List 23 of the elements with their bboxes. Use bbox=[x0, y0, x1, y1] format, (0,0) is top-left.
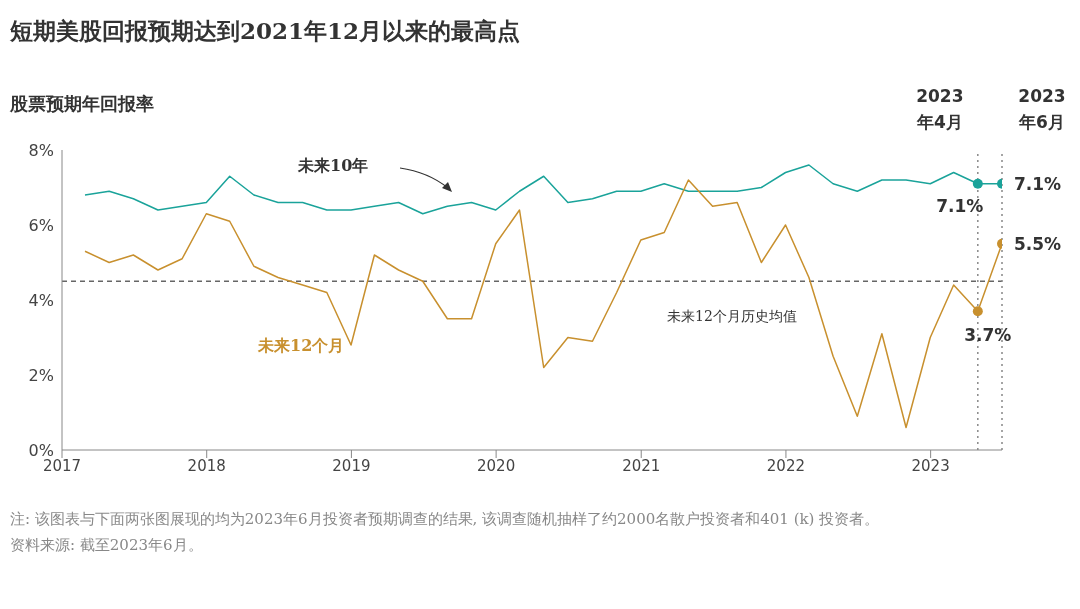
x-tick-label: 2018 bbox=[187, 456, 226, 475]
text: 注: 该图表与下面两张图展现的均为2023年6月投资者预期调查的结果, 该调查随机抽样了约2000名散户投资者和401 (k) 投资者。 bbox=[10, 509, 881, 530]
y-axis-title: 股票预期年回报率 bbox=[10, 92, 154, 116]
ref-line-label: 2023年4月 bbox=[915, 86, 964, 132]
series-label: 未来12个月 bbox=[258, 336, 345, 357]
ref-line-label: 2023年6月 bbox=[1018, 86, 1066, 132]
data-label: 7.1% bbox=[1014, 173, 1062, 194]
data-label: 5.5% bbox=[1014, 233, 1062, 254]
chart-title: 短期美股回报预期达到2021年12月以来的最高点 bbox=[10, 16, 521, 46]
x-tick-label: 2022 bbox=[766, 456, 806, 475]
y-tick-label: 4% bbox=[28, 290, 54, 310]
y-tick-label: 2% bbox=[28, 365, 54, 385]
data-label: 7.1% bbox=[936, 195, 984, 216]
y-tick-label: 8% bbox=[28, 140, 54, 160]
x-tick-label: 2023 bbox=[911, 456, 950, 475]
data-label: 3.7% bbox=[964, 325, 1012, 346]
x-tick-label: 2021 bbox=[622, 456, 661, 475]
ref-line-label: 未来12个月历史均值 bbox=[667, 308, 797, 325]
series-label: 未来10年 bbox=[298, 156, 369, 177]
text: 资料来源: 截至2023年6月。 bbox=[10, 535, 204, 556]
y-tick-label: 6% bbox=[28, 215, 54, 235]
x-tick-label: 2020 bbox=[477, 456, 516, 475]
x-tick-label: 2019 bbox=[332, 456, 371, 475]
